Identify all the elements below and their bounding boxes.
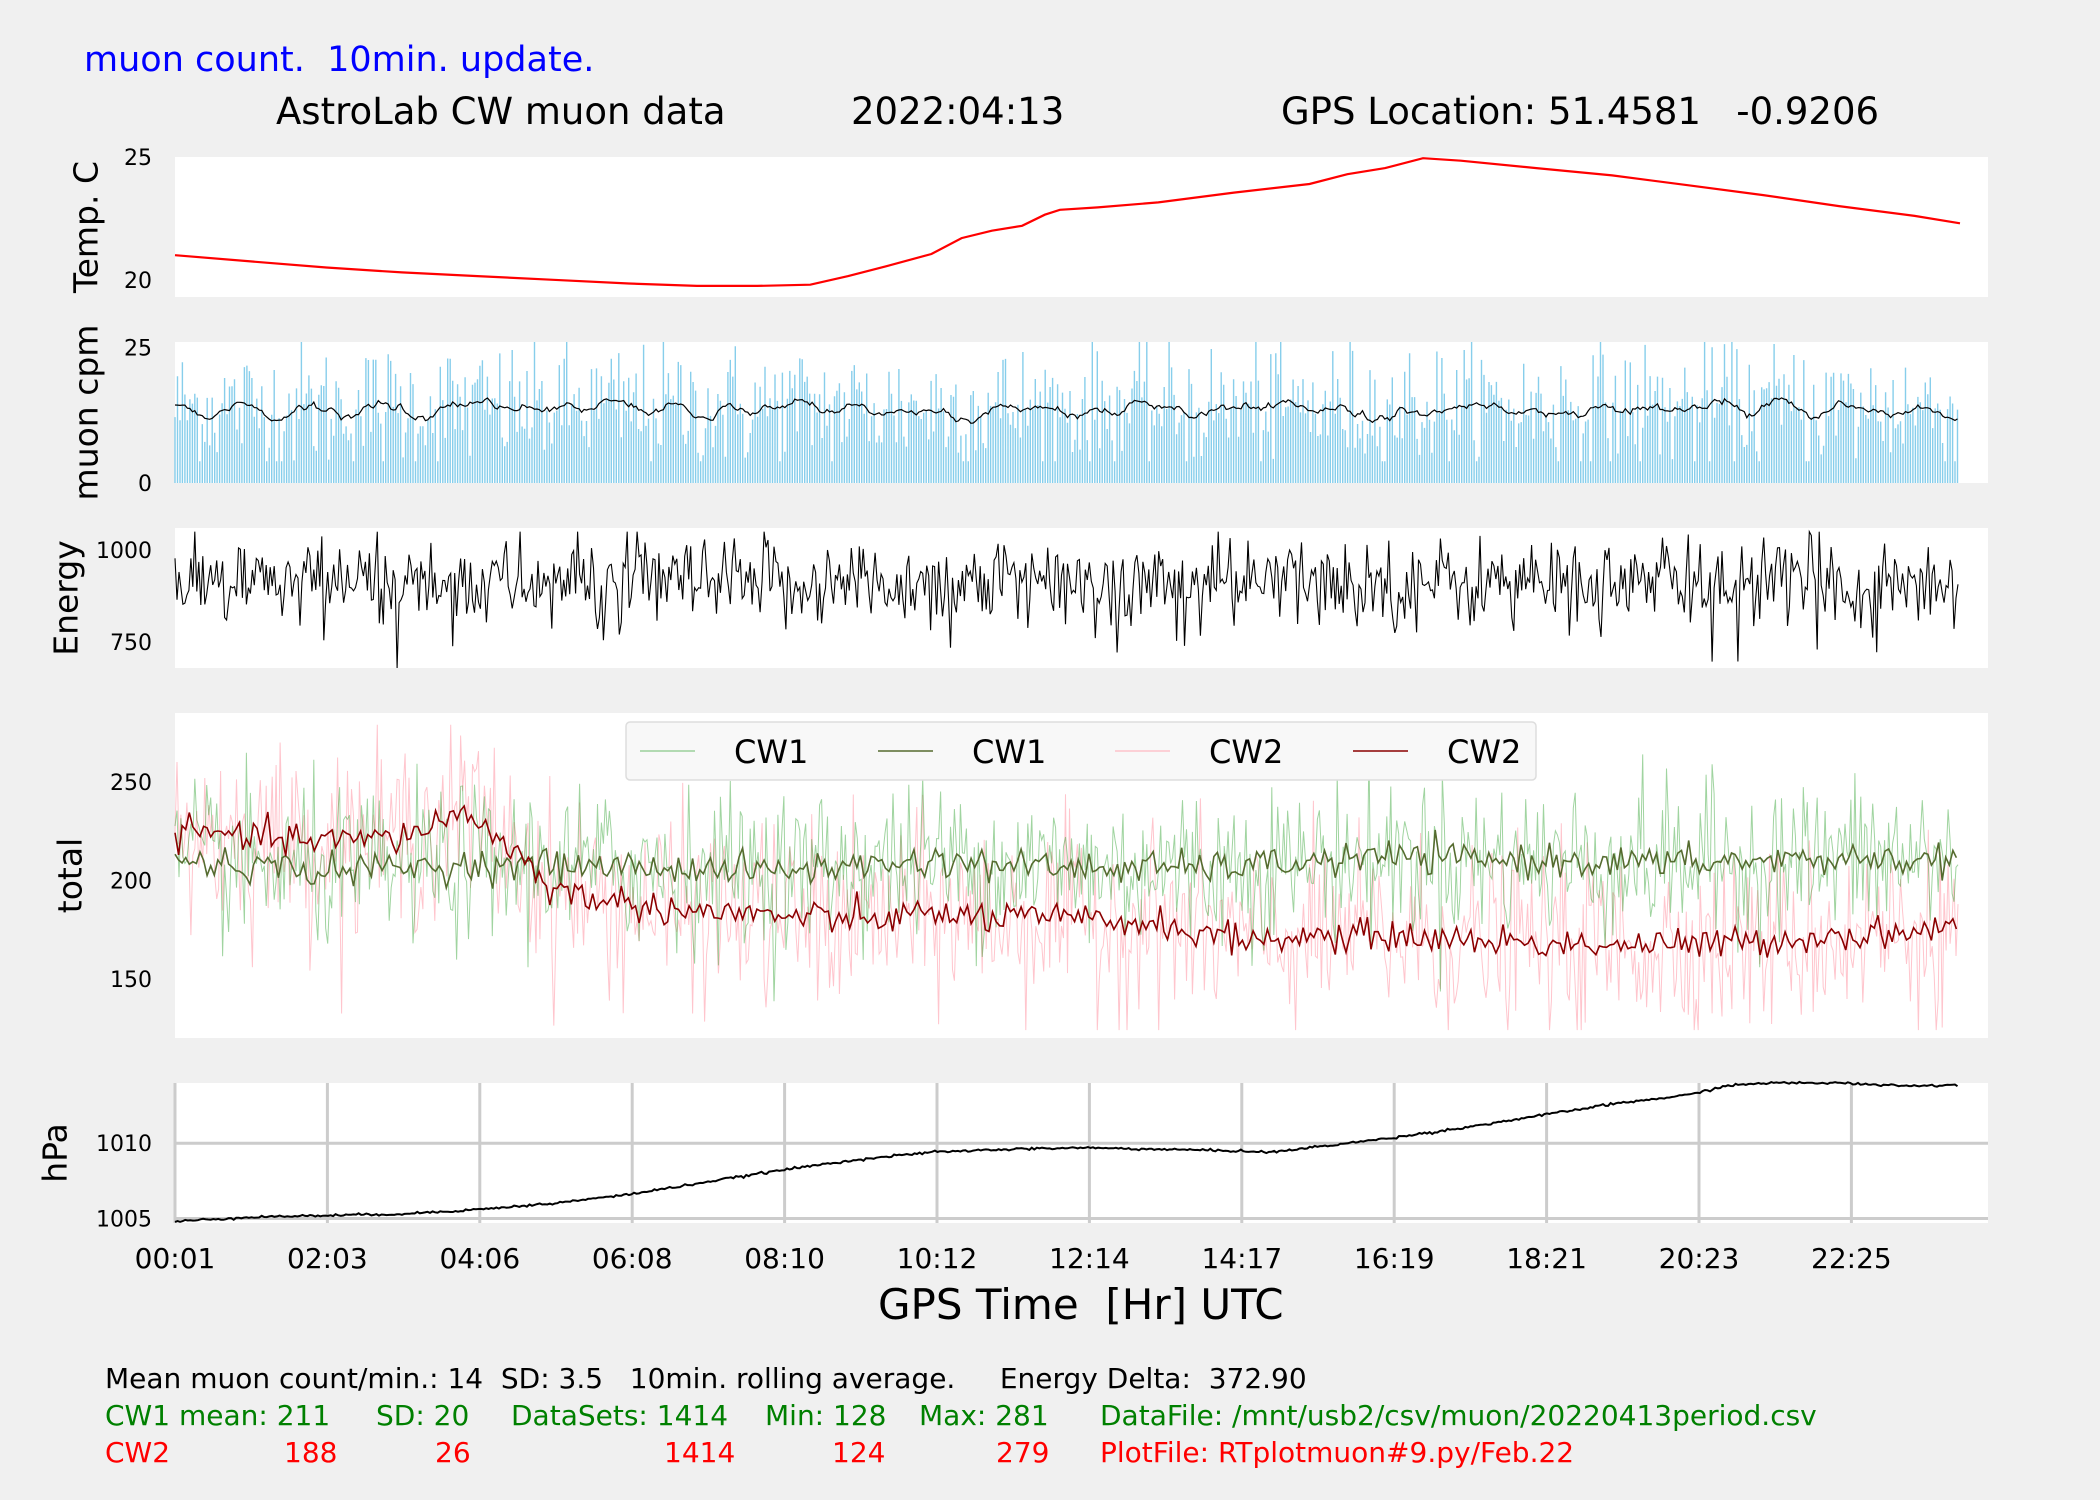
muon-cpm-rolling-average xyxy=(174,397,1958,424)
cw1-max: Max: 281 xyxy=(919,1399,1049,1432)
panel-2-background xyxy=(175,342,1988,483)
data-file: DataFile: /mnt/usb2/csv/muon/20220413per… xyxy=(1100,1399,1817,1432)
cw2-label: CW2 xyxy=(105,1436,171,1469)
y-tick-label: 1000 xyxy=(96,539,152,564)
temp-line xyxy=(174,157,1961,287)
cw2-rolling-average-line xyxy=(174,804,1958,958)
pressure-line xyxy=(174,1080,1959,1223)
cw1-mean: CW1 mean: 211 xyxy=(105,1399,331,1432)
y-tick-label: 20 xyxy=(124,269,152,294)
chart-title: AstroLab CW muon data xyxy=(276,90,726,133)
panel-5-background xyxy=(175,1083,1988,1223)
plot-file: PlotFile: RTplotmuon#9.py/Feb.22 xyxy=(1100,1436,1575,1469)
x-axis-label: GPS Time [Hr] UTC xyxy=(878,1280,1284,1329)
cw2-max: 279 xyxy=(996,1436,1050,1469)
cw2-min: 124 xyxy=(832,1436,886,1469)
x-tick-label: 22:25 xyxy=(1811,1242,1892,1275)
temp-axis-label: Temp. C xyxy=(67,161,106,294)
y-tick-label: 250 xyxy=(110,771,152,796)
x-tick-label: 10:12 xyxy=(897,1242,978,1275)
legend-label: CW1 xyxy=(734,733,808,771)
cw1-min: Min: 128 xyxy=(765,1399,887,1432)
y-tick-label: 1010 xyxy=(96,1132,152,1157)
muon-cpm-axis-label: muon cpm xyxy=(67,325,106,501)
cw1-rolling-average-line xyxy=(174,829,1958,892)
y-tick-label: 200 xyxy=(110,869,152,894)
total-axis-label: total xyxy=(51,838,90,913)
update-note: muon count. 10min. update. xyxy=(84,40,595,80)
energy-axis-label: Energy xyxy=(47,540,86,656)
cw2-sd: 26 xyxy=(435,1436,471,1469)
legend-label: CW2 xyxy=(1209,733,1283,771)
y-tick-label: 1005 xyxy=(96,1207,152,1232)
x-tick-label: 16:19 xyxy=(1354,1242,1435,1275)
cw1-datasets: DataSets: 1414 xyxy=(511,1399,729,1432)
y-tick-label: 25 xyxy=(124,146,152,171)
x-tick-label: 08:10 xyxy=(744,1242,825,1275)
chart-date: 2022:04:13 xyxy=(851,90,1065,133)
x-tick-label: 02:03 xyxy=(287,1242,368,1275)
cw2-mean: 188 xyxy=(284,1436,338,1469)
y-tick-label: 0 xyxy=(138,472,152,497)
hpa-axis-label: hPa xyxy=(36,1123,75,1183)
x-tick-label: 20:23 xyxy=(1659,1242,1740,1275)
x-tick-label: 04:06 xyxy=(439,1242,520,1275)
cw2-raw-line xyxy=(174,724,1959,1031)
y-tick-label: 150 xyxy=(110,968,152,993)
x-tick-label: 14:17 xyxy=(1201,1242,1282,1275)
cw2-datasets: 1414 xyxy=(664,1436,736,1469)
legend-label: CW1 xyxy=(972,733,1046,771)
x-tick-label: 18:21 xyxy=(1506,1242,1587,1275)
cw1-raw-line xyxy=(174,746,1959,1002)
x-tick-label: 06:08 xyxy=(592,1242,673,1275)
energy-line xyxy=(174,529,1959,669)
x-tick-label: 00:01 xyxy=(135,1242,216,1275)
x-tick-label: 12:14 xyxy=(1049,1242,1130,1275)
y-tick-label: 750 xyxy=(110,631,152,656)
cw1-sd: SD: 20 xyxy=(376,1399,470,1432)
y-tick-label: 25 xyxy=(124,336,152,361)
muon-cpm-bars xyxy=(174,342,1959,483)
panel-1-background xyxy=(175,157,1988,297)
gps-location: GPS Location: 51.4581 -0.9206 xyxy=(1281,90,1880,133)
legend-label: CW2 xyxy=(1447,733,1521,771)
legend-box xyxy=(625,721,1537,781)
stats-line-muon: Mean muon count/min.: 14 SD: 3.5 10min. … xyxy=(105,1362,1307,1395)
